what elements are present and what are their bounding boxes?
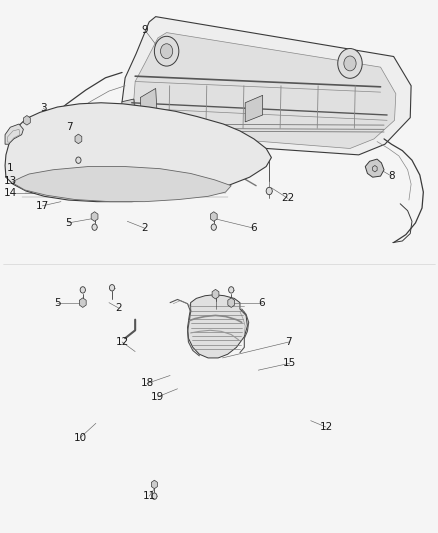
Polygon shape	[134, 33, 396, 149]
Circle shape	[266, 187, 272, 195]
Text: 11: 11	[142, 491, 156, 501]
Text: 12: 12	[116, 337, 129, 347]
Text: 14: 14	[4, 188, 17, 198]
Polygon shape	[141, 88, 157, 120]
Polygon shape	[120, 99, 138, 140]
Circle shape	[80, 287, 85, 293]
Text: 15: 15	[283, 358, 297, 368]
Polygon shape	[91, 212, 98, 221]
Text: 18: 18	[140, 378, 154, 389]
Circle shape	[160, 44, 173, 59]
Circle shape	[152, 493, 157, 499]
Polygon shape	[5, 103, 272, 201]
Circle shape	[211, 224, 216, 230]
Text: 12: 12	[319, 422, 332, 432]
Circle shape	[338, 49, 362, 78]
Polygon shape	[152, 480, 157, 489]
Text: 1: 1	[7, 163, 14, 173]
Text: 22: 22	[281, 193, 295, 204]
Polygon shape	[187, 295, 247, 358]
Text: 2: 2	[115, 303, 122, 313]
Text: 7: 7	[67, 122, 73, 132]
Polygon shape	[13, 166, 231, 201]
Text: 19: 19	[151, 392, 165, 402]
Circle shape	[229, 287, 234, 293]
Polygon shape	[228, 298, 235, 308]
Text: 2: 2	[141, 223, 148, 233]
Text: 7: 7	[286, 337, 292, 347]
Text: 6: 6	[251, 223, 257, 233]
Text: 6: 6	[258, 297, 265, 308]
Polygon shape	[75, 134, 82, 144]
Circle shape	[344, 56, 356, 71]
Text: 5: 5	[65, 218, 72, 228]
Circle shape	[76, 157, 81, 164]
Polygon shape	[210, 212, 217, 221]
Text: 3: 3	[40, 103, 47, 113]
Polygon shape	[245, 95, 263, 122]
Text: 9: 9	[141, 25, 148, 35]
Circle shape	[154, 36, 179, 66]
Polygon shape	[122, 17, 411, 155]
Polygon shape	[5, 124, 23, 144]
Circle shape	[110, 285, 115, 291]
Polygon shape	[79, 298, 86, 308]
Polygon shape	[24, 116, 30, 125]
Text: 10: 10	[74, 433, 87, 443]
Polygon shape	[212, 289, 219, 299]
Polygon shape	[365, 159, 384, 177]
Circle shape	[92, 224, 97, 230]
Polygon shape	[373, 165, 377, 172]
Text: 5: 5	[54, 297, 61, 308]
Text: 17: 17	[35, 201, 49, 211]
Text: 13: 13	[4, 176, 17, 187]
Text: 8: 8	[388, 171, 395, 181]
